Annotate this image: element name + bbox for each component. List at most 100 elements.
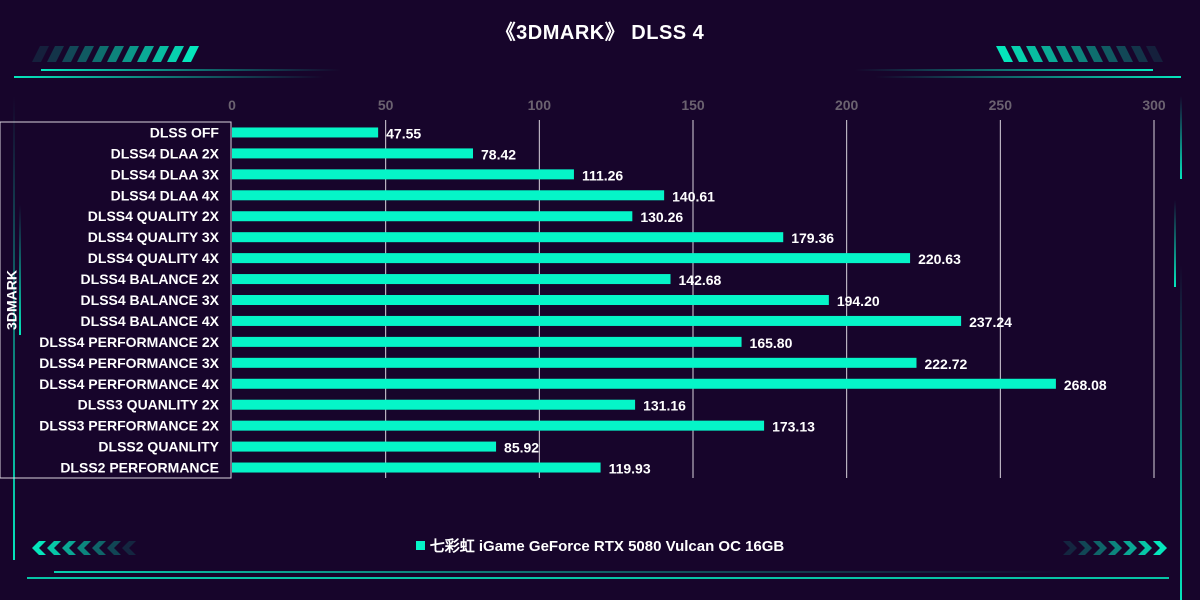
- category-axis-box: [0, 121, 232, 479]
- value-label: 78.42: [481, 146, 516, 162]
- chevron-right-icon: [1078, 541, 1092, 555]
- category-label: DLSS4 BALANCE 4X: [81, 313, 220, 329]
- bar: [232, 462, 601, 473]
- value-label: 268.08: [1064, 377, 1107, 393]
- bars: [232, 127, 1056, 473]
- legend-label: 七彩虹 iGame GeForce RTX 5080 Vulcan OC 16G…: [429, 538, 785, 555]
- value-label: 140.61: [672, 188, 715, 204]
- stripe: [1041, 46, 1058, 62]
- stripe: [62, 46, 79, 62]
- x-tick-label: 0: [228, 97, 236, 113]
- legend: 七彩虹 iGame GeForce RTX 5080 Vulcan OC 16G…: [0, 535, 1200, 556]
- chevron-right-icon: [1138, 541, 1152, 555]
- bar: [232, 148, 474, 159]
- category-label: DLSS4 BALANCE 3X: [81, 292, 220, 308]
- bar: [232, 357, 917, 368]
- stripe: [1146, 46, 1163, 62]
- value-label: 119.93: [609, 461, 651, 477]
- chart-title: 《3DMARK》 DLSS 4: [495, 22, 705, 44]
- category-label: DLSS4 QUALITY 3X: [88, 229, 220, 245]
- chevron-right-icon: [1153, 541, 1167, 555]
- stripes-top-right-icon: [996, 46, 1163, 62]
- chevron-right-icon: [1063, 541, 1077, 555]
- value-label: 220.63: [918, 251, 961, 267]
- stripe: [1056, 46, 1073, 62]
- category-label: DLSS4 QUALITY 4X: [88, 250, 220, 266]
- chevron-right-icon: [1093, 541, 1107, 555]
- stripe: [122, 46, 139, 62]
- category-label: DLSS2 QUANLITY: [98, 439, 219, 455]
- bar: [232, 420, 765, 431]
- value-label: 173.13: [772, 419, 815, 435]
- stripe: [1116, 46, 1133, 62]
- bar: [232, 127, 379, 138]
- chevrons-right-icon: [1063, 541, 1167, 555]
- value-label: 47.55: [386, 125, 421, 141]
- category-label: DLSS4 PERFORMANCE 4X: [39, 376, 219, 392]
- category-label: DLSS4 DLAA 4X: [111, 187, 220, 203]
- category-label: DLSS4 BALANCE 2X: [81, 271, 220, 287]
- bottom-line-2: [27, 577, 1169, 579]
- x-tick-label: 150: [681, 97, 705, 113]
- right-vertical-line-3: [1180, 265, 1182, 600]
- stripe: [167, 46, 184, 62]
- chevron-left-icon: [107, 541, 121, 555]
- value-label: 222.72: [924, 356, 967, 372]
- category-label: DLSS4 QUALITY 2X: [88, 208, 220, 224]
- stripe: [32, 46, 49, 62]
- legend-swatch: [415, 541, 425, 550]
- bottom-line-1: [54, 571, 1074, 573]
- stripe: [1011, 46, 1028, 62]
- stripe: [1071, 46, 1088, 62]
- value-label: 165.80: [750, 335, 793, 351]
- stripe: [152, 46, 169, 62]
- value-label: 179.36: [791, 230, 834, 246]
- stripe: [182, 46, 199, 62]
- top-left-line-1: [41, 69, 341, 71]
- left-vertical-line-1: [13, 96, 15, 560]
- bar: [232, 274, 671, 285]
- stripe: [107, 46, 124, 62]
- category-label: DLSS3 QUANLITY 2X: [78, 397, 220, 413]
- bar: [232, 441, 497, 452]
- x-axis-ticks: 0 50 100 150 200 250 300: [228, 97, 1166, 113]
- value-labels: 47.55 78.42 111.26 140.61 130.26 179.36 220.63…: [386, 125, 1107, 476]
- stripes-top-left-icon: [32, 46, 199, 62]
- chevron-left-icon: [92, 541, 106, 555]
- x-tick-label: 300: [1142, 97, 1166, 113]
- bar: [232, 211, 633, 222]
- stripe: [1026, 46, 1043, 62]
- x-tick-label: 250: [989, 97, 1013, 113]
- bar: [232, 295, 829, 305]
- top-right-line-1: [855, 69, 1153, 71]
- chevron-left-icon: [77, 541, 91, 555]
- category-label: DLSS4 PERFORMANCE 3X: [39, 355, 219, 371]
- value-label: 130.26: [640, 209, 683, 225]
- category-label: DLSS4 PERFORMANCE 2X: [39, 334, 219, 350]
- value-label: 142.68: [679, 272, 722, 288]
- bar: [232, 336, 742, 347]
- stripe: [1131, 46, 1148, 62]
- chevron-right-icon: [1123, 541, 1137, 555]
- stripe: [1101, 46, 1118, 62]
- bar: [232, 169, 574, 180]
- chevron-left-icon: [47, 541, 61, 555]
- top-right-line-2: [875, 76, 1181, 78]
- value-label: 111.26: [582, 167, 623, 183]
- chevron-left-icon: [122, 541, 136, 555]
- chevron-right-icon: [1108, 541, 1122, 555]
- stripe: [92, 46, 109, 62]
- value-label: 237.24: [969, 314, 1012, 330]
- right-vertical-line-1: [1180, 96, 1182, 179]
- stripe: [77, 46, 94, 62]
- value-label: 194.20: [837, 293, 880, 309]
- stripe: [996, 46, 1013, 62]
- x-tick-label: 100: [528, 97, 552, 113]
- value-label: 85.92: [504, 440, 539, 456]
- stripe: [47, 46, 64, 62]
- chevron-left-icon: [32, 541, 46, 555]
- left-vertical-line-2: [19, 205, 21, 335]
- x-tick-label: 50: [378, 97, 394, 113]
